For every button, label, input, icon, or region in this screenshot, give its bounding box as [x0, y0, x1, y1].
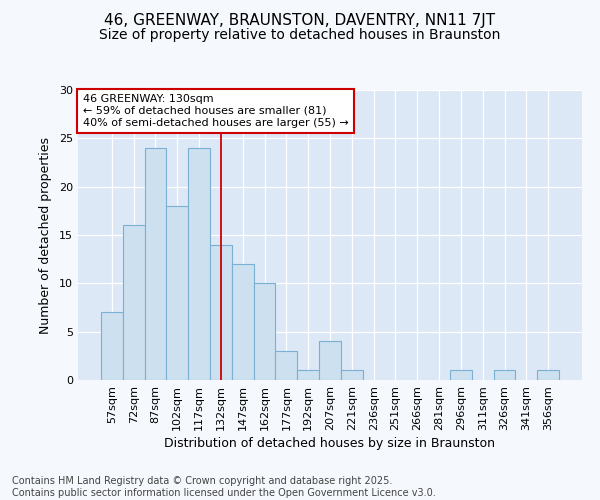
Bar	[123, 226, 145, 380]
Bar	[232, 264, 254, 380]
Bar	[166, 206, 188, 380]
Bar	[297, 370, 319, 380]
Bar	[450, 370, 472, 380]
Bar	[101, 312, 123, 380]
Bar	[537, 370, 559, 380]
Bar	[145, 148, 166, 380]
Bar	[210, 244, 232, 380]
X-axis label: Distribution of detached houses by size in Braunston: Distribution of detached houses by size …	[164, 437, 496, 450]
Bar	[275, 351, 297, 380]
Text: 46 GREENWAY: 130sqm
← 59% of detached houses are smaller (81)
40% of semi-detach: 46 GREENWAY: 130sqm ← 59% of detached ho…	[83, 94, 349, 128]
Text: Size of property relative to detached houses in Braunston: Size of property relative to detached ho…	[100, 28, 500, 42]
Bar	[254, 284, 275, 380]
Text: Contains HM Land Registry data © Crown copyright and database right 2025.
Contai: Contains HM Land Registry data © Crown c…	[12, 476, 436, 498]
Bar	[188, 148, 210, 380]
Bar	[341, 370, 363, 380]
Text: 46, GREENWAY, BRAUNSTON, DAVENTRY, NN11 7JT: 46, GREENWAY, BRAUNSTON, DAVENTRY, NN11 …	[104, 12, 496, 28]
Bar	[319, 342, 341, 380]
Y-axis label: Number of detached properties: Number of detached properties	[39, 136, 52, 334]
Bar	[494, 370, 515, 380]
